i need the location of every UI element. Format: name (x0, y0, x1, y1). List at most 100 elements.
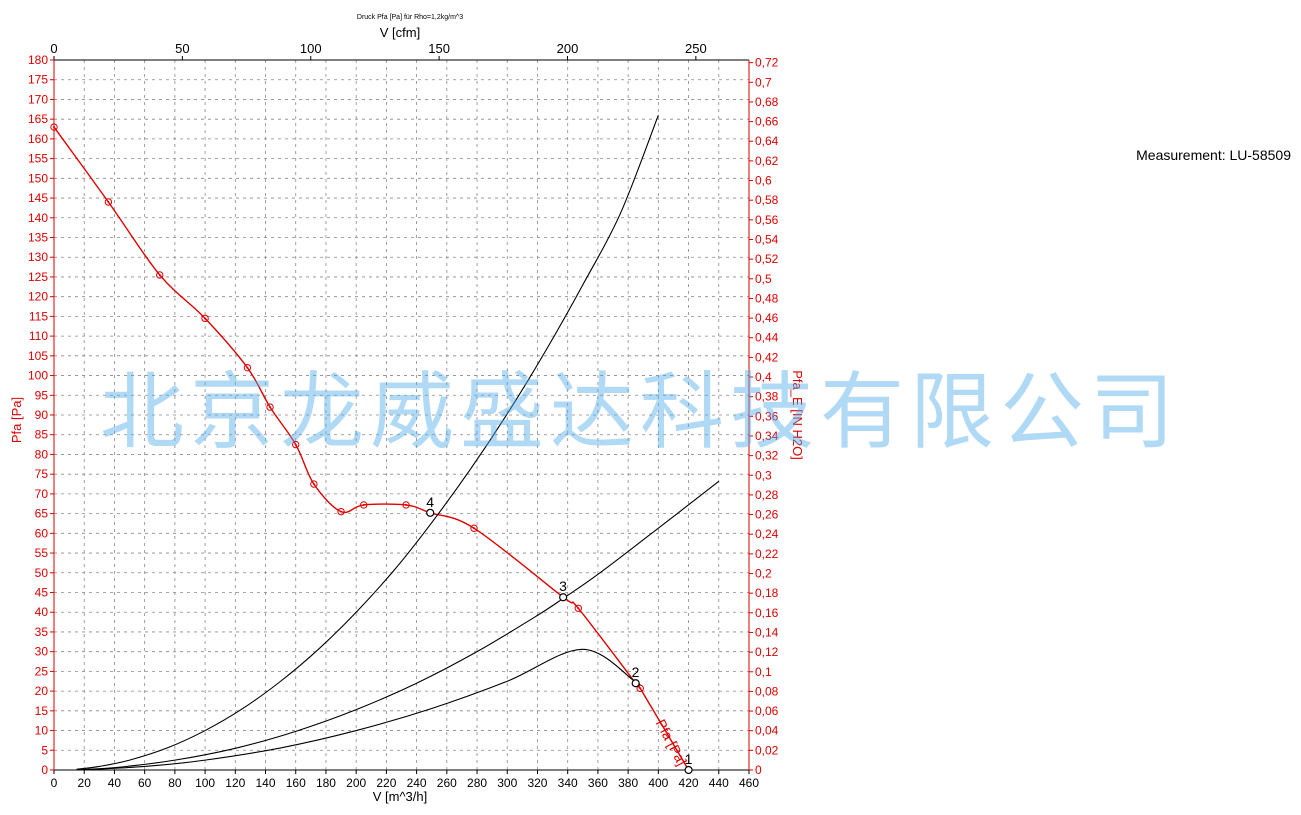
x-tick-label: 60 (138, 776, 152, 790)
data-point-dot (362, 503, 365, 506)
y-tick-label: 30 (35, 645, 49, 659)
x2-tick-label: 100 (300, 41, 322, 56)
y-tick-label: 125 (28, 270, 48, 284)
x-tick-label: 400 (648, 776, 668, 790)
operating-point-label-4: 4 (426, 494, 434, 510)
y-tick-label: 60 (35, 526, 49, 540)
y-tick-label: 5 (41, 743, 48, 757)
x-tick-label: 100 (195, 776, 215, 790)
y-tick-label: 45 (35, 586, 49, 600)
y2-tick-label: 0,7 (755, 75, 772, 89)
data-point-marker (156, 271, 164, 279)
x2-tick-label: 150 (428, 41, 450, 56)
y2-tick-label: 0,16 (755, 606, 779, 620)
y2-tick-label: 0,58 (755, 193, 779, 207)
y2-tick-label: 0,34 (755, 429, 779, 443)
x-tick-label: 280 (467, 776, 487, 790)
y-tick-label: 155 (28, 152, 48, 166)
data-point-dot (294, 443, 297, 446)
x-tick-label: 140 (256, 776, 276, 790)
x2-tick-label: 50 (175, 41, 189, 56)
y2-tick-label: 0,04 (755, 724, 779, 738)
y2-tick-label: 0,64 (755, 134, 779, 148)
data-point-marker (292, 440, 300, 449)
x-tick-label: 0 (51, 776, 58, 790)
y2-tick-label: 0,4 (755, 370, 772, 384)
y-tick-label: 70 (35, 487, 49, 501)
y2-tick-label: 0,1 (755, 665, 772, 679)
data-point-dot (577, 607, 580, 610)
operating-point-label-3: 3 (559, 578, 567, 594)
x-tick-label: 20 (78, 776, 92, 790)
data-point-dot (405, 503, 408, 506)
y2-tick-label: 0,2 (755, 567, 772, 581)
y-tick-label: 10 (35, 724, 49, 738)
y-tick-label: 170 (28, 92, 48, 106)
x2-tick-label: 250 (685, 41, 707, 56)
y-tick-label: 15 (35, 704, 49, 718)
x-tick-label: 120 (225, 776, 245, 790)
x-tick-label: 360 (588, 776, 608, 790)
data-point-marker (243, 363, 252, 372)
y-tick-label: 135 (28, 231, 48, 245)
y2-tick-label: 0,56 (755, 213, 779, 227)
x2-axis-label: V [cfm] (380, 25, 420, 40)
y2-tick-label: 0,6 (755, 174, 772, 188)
x2-tick-label: 0 (50, 41, 57, 56)
y2-tick-label: 0,06 (755, 704, 779, 718)
y2-tick-label: 0,62 (755, 154, 779, 168)
y2-tick-label: 0,42 (755, 350, 779, 364)
x-axis-label: V [m^3/h] (373, 789, 428, 804)
y2-tick-label: 0,22 (755, 547, 779, 561)
chart-title: Druck Pfa [Pa] für Rho=1,2kg/m^3 (357, 14, 463, 21)
x-tick-label: 80 (168, 776, 182, 790)
x-tick-label: 460 (739, 776, 759, 790)
y-tick-label: 100 (28, 369, 48, 383)
data-point-marker (636, 684, 644, 693)
measurement-label: Measurement: LU-58509 (1136, 147, 1291, 163)
y-tick-label: 55 (35, 546, 49, 560)
y2-tick-label: 0,36 (755, 409, 779, 423)
data-point-dot (269, 406, 272, 409)
y-tick-label: 130 (28, 250, 48, 264)
x2-tick-label: 200 (557, 41, 579, 56)
x-tick-label: 320 (527, 776, 547, 790)
y-tick-label: 95 (35, 388, 49, 402)
y-tick-label: 40 (35, 605, 49, 619)
data-point-marker (402, 501, 410, 509)
y-tick-label: 20 (35, 684, 49, 698)
y2-tick-label: 0,72 (755, 56, 779, 70)
y-tick-label: 175 (28, 73, 48, 87)
y2-tick-label: 0,3 (755, 468, 772, 482)
x-tick-label: 300 (497, 776, 517, 790)
x-tick-label: 440 (709, 776, 729, 790)
data-point-marker (574, 604, 582, 612)
y2-tick-label: 0,5 (755, 272, 772, 286)
data-point-dot (53, 126, 55, 129)
operating-point-2 (631, 679, 640, 688)
operating-point-3 (559, 593, 568, 602)
y2-tick-label: 0 (755, 763, 762, 777)
y-tick-label: 115 (29, 309, 48, 323)
data-point-marker (201, 314, 209, 323)
y2-tick-label: 0,18 (755, 586, 779, 600)
operating-point-1 (684, 765, 693, 775)
y-tick-label: 75 (35, 467, 49, 481)
y-tick-label: 145 (28, 191, 48, 205)
y2-tick-label: 0,08 (755, 684, 779, 698)
operating-points: 1 2 3 4 (426, 494, 693, 775)
y-tick-label: 180 (28, 53, 48, 67)
y2-tick-label: 0,52 (755, 252, 779, 266)
y-tick-label: 35 (35, 625, 49, 639)
data-point-dot (340, 510, 343, 513)
y2-tick-label: 0,14 (755, 625, 779, 639)
y-tick-label: 80 (35, 447, 49, 461)
y-tick-label: 50 (35, 566, 49, 580)
data-point-dot (158, 273, 161, 276)
x-tick-label: 420 (679, 776, 699, 790)
y2-tick-label: 0,38 (755, 390, 779, 404)
y-tick-label: 90 (35, 408, 49, 422)
y-tick-label: 165 (28, 112, 48, 126)
series-system-curve-1 (76, 115, 659, 770)
